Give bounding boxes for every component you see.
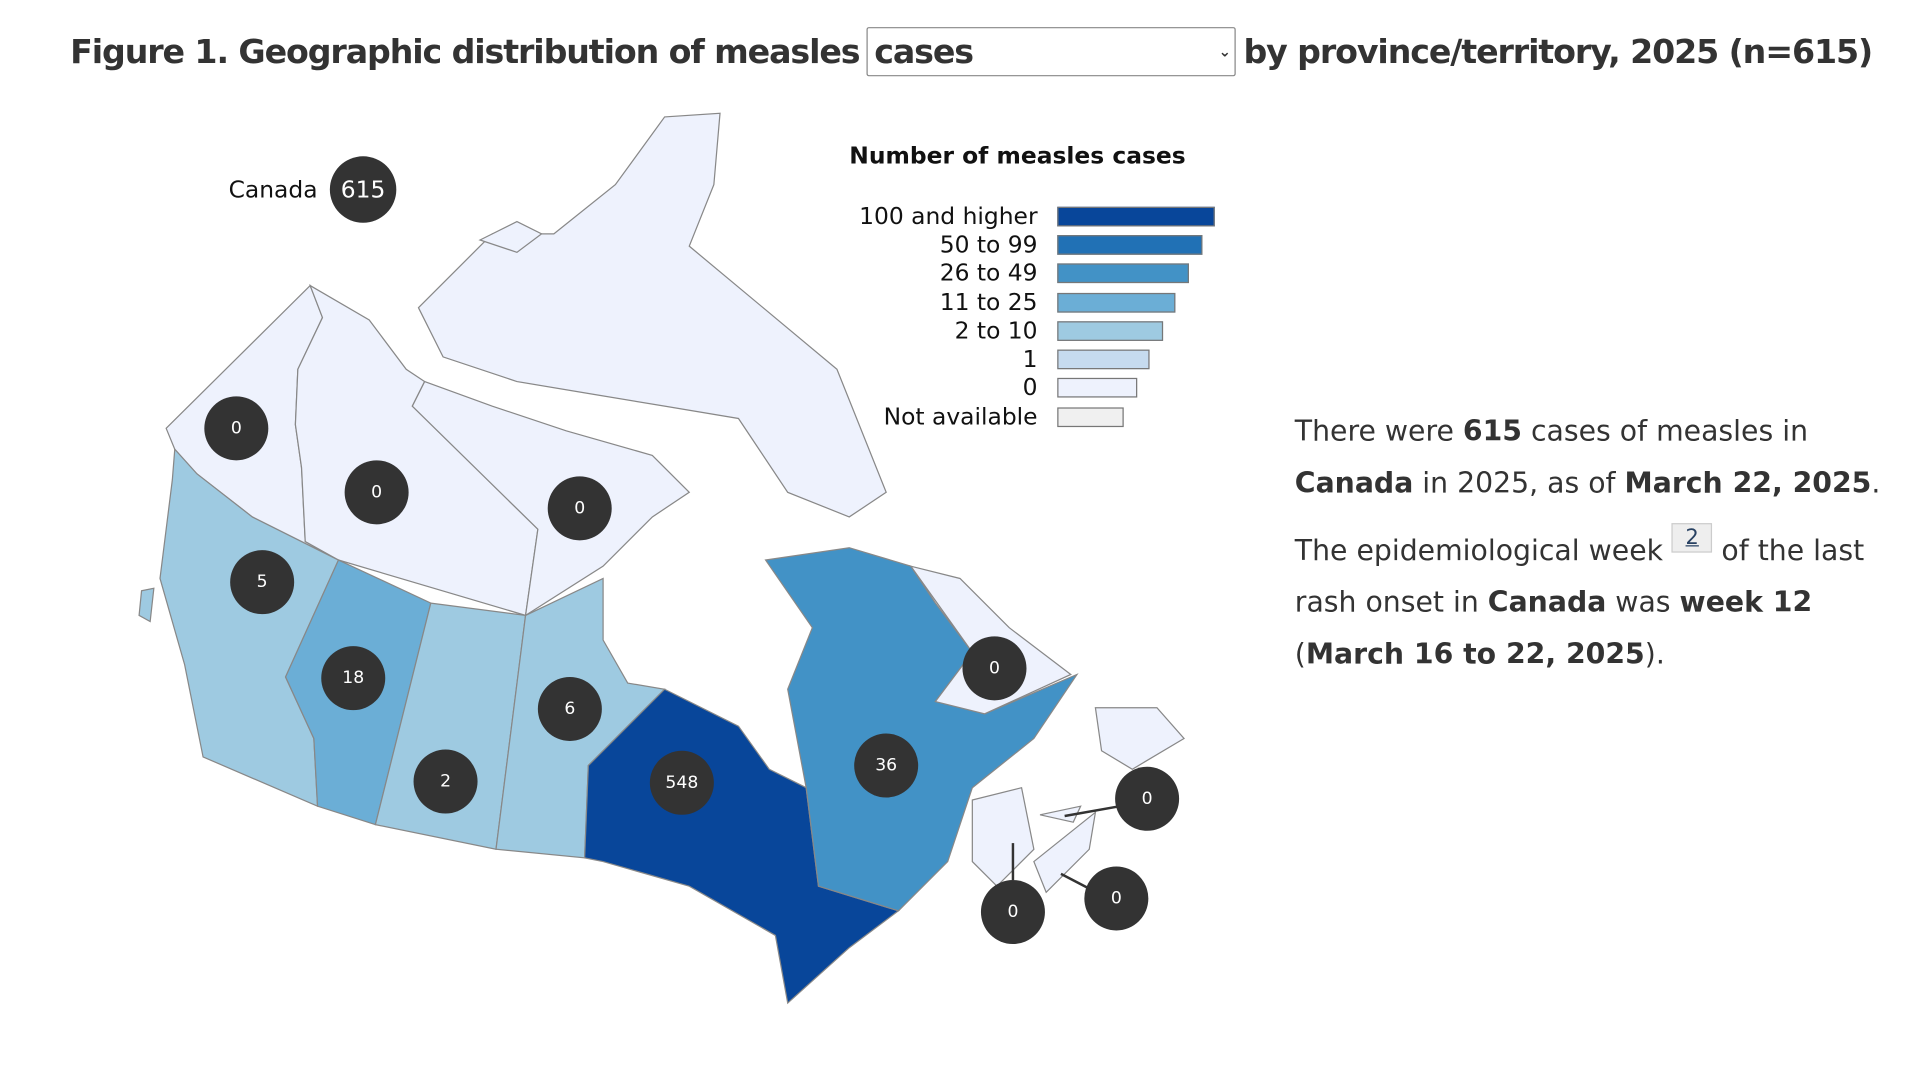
count-label: 0 bbox=[574, 498, 585, 518]
count-bubble-on bbox=[649, 750, 714, 815]
count-label: 0 bbox=[1142, 789, 1153, 809]
legend-item: 2 to 10 bbox=[849, 317, 1215, 346]
canada-value: 615 bbox=[341, 176, 386, 204]
legend-label: 0 bbox=[1022, 374, 1038, 402]
legend-item: 100 and higher bbox=[849, 202, 1215, 231]
count-label: 0 bbox=[989, 658, 1000, 678]
count-bubble-nt bbox=[344, 460, 409, 525]
legend-item: 1 bbox=[849, 345, 1215, 374]
summary-week: The epidemiological week 2 of the last r… bbox=[1295, 523, 1886, 681]
chevron-down-icon: ⌄ bbox=[1218, 43, 1231, 61]
count-bubble-nu bbox=[547, 476, 612, 541]
count-label: 0 bbox=[231, 418, 242, 438]
count-bubble-qc bbox=[854, 733, 919, 798]
count-bubble-nl bbox=[962, 636, 1027, 701]
count-bubble-ab bbox=[321, 646, 386, 711]
count-label: 2 bbox=[440, 772, 451, 792]
legend-swatch bbox=[1057, 206, 1215, 227]
count-bubble-bc bbox=[230, 550, 295, 615]
count-label: 6 bbox=[564, 699, 575, 719]
count-bubble-nb bbox=[980, 880, 1045, 945]
legend-item: 0 bbox=[849, 374, 1215, 403]
legend-swatch bbox=[1057, 378, 1138, 399]
legend-item: 11 to 25 bbox=[849, 288, 1215, 317]
legend-item: 26 to 49 bbox=[849, 259, 1215, 288]
legend-label: 50 to 99 bbox=[939, 231, 1038, 259]
count-label: 0 bbox=[371, 482, 382, 502]
legend-swatch bbox=[1057, 407, 1124, 427]
region-ns[interactable] bbox=[1033, 810, 1097, 894]
region-bc[interactable] bbox=[138, 587, 155, 623]
legend: Number of measles cases 100 and higher 50… bbox=[849, 143, 1215, 431]
legend-label: 11 to 25 bbox=[939, 288, 1038, 316]
legend-swatch bbox=[1057, 321, 1164, 341]
select-value: cases bbox=[874, 32, 974, 71]
region-nt[interactable] bbox=[294, 284, 539, 617]
count-label: 18 bbox=[342, 668, 364, 688]
summary-cases: There were 615 cases of measles in Canad… bbox=[1294, 416, 1881, 500]
legend-label: Not available bbox=[883, 403, 1038, 431]
measure-select[interactable]: cases ⌄ bbox=[866, 27, 1237, 77]
legend-swatch bbox=[1057, 349, 1150, 370]
leader-line bbox=[1060, 872, 1090, 890]
legend-label: 1 bbox=[1022, 346, 1038, 374]
region-nu[interactable] bbox=[478, 220, 543, 253]
count-bubble-yt bbox=[204, 396, 269, 461]
count-label: 0 bbox=[1007, 902, 1018, 922]
count-label: 548 bbox=[665, 773, 698, 793]
legend-item: Not available bbox=[849, 403, 1215, 432]
count-bubble-ns bbox=[1084, 866, 1149, 931]
legend-label: 26 to 49 bbox=[939, 259, 1038, 288]
count-label: 0 bbox=[1111, 888, 1122, 908]
region-qc[interactable] bbox=[764, 547, 1079, 912]
summary-text: There were 615 cases of measles in Canad… bbox=[1295, 406, 1886, 696]
legend-title: Number of measles cases bbox=[849, 142, 1186, 170]
count-bubble-pe bbox=[1115, 766, 1180, 831]
region-nu[interactable] bbox=[417, 112, 887, 518]
footnote-link[interactable]: 2 bbox=[1672, 523, 1713, 553]
canada-bubble bbox=[329, 156, 397, 223]
canada-map: 0 0 0 5 18 2 6 548 36 0 0 0 0 Canada 615 bbox=[138, 112, 1185, 1005]
count-bubble-sk bbox=[413, 749, 478, 814]
region-nl[interactable] bbox=[1094, 707, 1185, 770]
count-label: 36 bbox=[875, 756, 897, 776]
leader-line bbox=[1064, 804, 1121, 818]
legend-swatch bbox=[1057, 263, 1189, 284]
legend-swatch bbox=[1057, 292, 1176, 313]
count-label: 5 bbox=[257, 572, 268, 592]
count-bubble-mb bbox=[537, 676, 602, 741]
title-suffix: by province/territory, 2025 (n=615) bbox=[1243, 32, 1873, 71]
canada-label: Canada bbox=[229, 176, 318, 204]
legend-item: 50 to 99 bbox=[849, 231, 1215, 260]
legend-swatch bbox=[1057, 235, 1203, 255]
legend-label: 100 and higher bbox=[859, 202, 1038, 230]
title-prefix: Figure 1. Geographic distribution of mea… bbox=[70, 32, 860, 71]
legend-label: 2 to 10 bbox=[954, 317, 1038, 345]
figure-title: Figure 1. Geographic distribution of mea… bbox=[70, 27, 1873, 77]
region-nb[interactable] bbox=[971, 786, 1035, 888]
